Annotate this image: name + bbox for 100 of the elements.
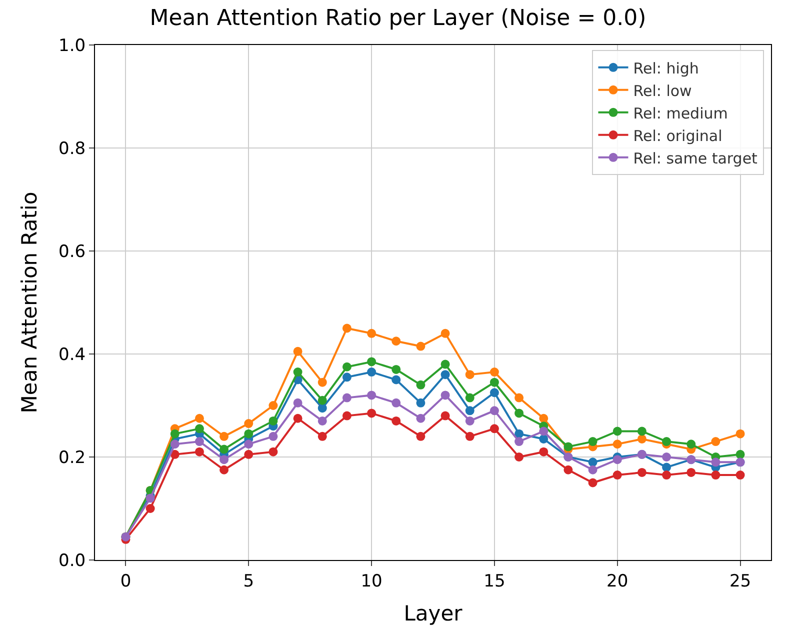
y-tick-label: 1.0 [58, 36, 86, 56]
point [416, 342, 426, 351]
point [588, 478, 598, 488]
point [194, 447, 204, 456]
point [367, 390, 376, 400]
y-axis-title: Mean Attention Ratio [18, 192, 42, 414]
point [612, 455, 622, 464]
point [367, 368, 376, 377]
point [318, 416, 327, 426]
point [465, 393, 474, 402]
point [293, 398, 302, 408]
y-tick-label: 0.0 [58, 550, 86, 571]
point [392, 375, 401, 384]
point [392, 336, 401, 346]
point [588, 458, 598, 467]
point [588, 465, 598, 474]
point [342, 393, 352, 402]
point [490, 406, 499, 416]
x-tick-label: 0 [120, 571, 132, 592]
legend-label: Rel: medium [633, 104, 728, 122]
point [416, 398, 426, 408]
legend-label: Rel: same target [633, 149, 758, 168]
y-tick-label: 0.4 [58, 344, 86, 365]
x-tick-label: 15 [484, 571, 506, 592]
x-tick-label: 10 [360, 571, 382, 592]
x-axis-title: Layer [404, 602, 463, 626]
point [367, 357, 376, 366]
point [342, 324, 352, 333]
point [293, 414, 302, 423]
point [686, 440, 696, 449]
point [637, 434, 646, 444]
point [612, 426, 622, 436]
point [711, 470, 720, 480]
point [342, 411, 352, 420]
point [268, 401, 278, 410]
point [194, 414, 204, 423]
point [392, 416, 401, 426]
y-tick-label: 0.8 [58, 138, 86, 159]
x-tick-label: 5 [243, 571, 254, 592]
point [440, 411, 450, 420]
point [490, 368, 499, 377]
point [514, 408, 524, 418]
point [440, 370, 450, 380]
point [564, 442, 573, 452]
point [588, 437, 598, 446]
point [416, 380, 426, 390]
point [194, 437, 204, 446]
point [465, 370, 474, 380]
point [465, 432, 474, 441]
point [539, 434, 548, 444]
point [220, 455, 229, 464]
y-tick-label: 0.2 [58, 448, 86, 468]
point [539, 414, 548, 423]
point [342, 362, 352, 372]
point [146, 504, 155, 513]
point [194, 424, 204, 434]
point [612, 470, 622, 480]
point [564, 465, 573, 474]
point [490, 424, 499, 434]
point [662, 452, 672, 462]
point [465, 416, 474, 426]
point [293, 368, 302, 377]
point [244, 440, 254, 449]
point [392, 364, 401, 374]
point [342, 372, 352, 382]
point [170, 429, 180, 438]
point [736, 470, 745, 480]
point [465, 406, 474, 416]
point [662, 437, 672, 446]
point [170, 440, 180, 449]
point [662, 470, 672, 480]
point [514, 437, 524, 446]
point [220, 432, 229, 441]
point [220, 444, 229, 454]
point [170, 450, 180, 459]
point [490, 378, 499, 387]
legend-label: Rel: low [633, 82, 692, 100]
x-tick-label: 20 [606, 571, 628, 592]
point [514, 393, 524, 402]
point [514, 452, 524, 462]
point [244, 419, 254, 428]
point [539, 426, 548, 436]
point [318, 432, 327, 441]
point [711, 458, 720, 467]
point [440, 390, 450, 400]
point [416, 432, 426, 441]
point [539, 447, 548, 456]
point [244, 450, 254, 459]
point [268, 432, 278, 441]
point [440, 328, 450, 338]
point [318, 404, 327, 413]
point [367, 328, 376, 338]
point [293, 346, 302, 356]
point [686, 468, 696, 477]
y-tick-label: 0.6 [58, 242, 86, 262]
point [637, 426, 646, 436]
point [736, 450, 745, 459]
point [416, 414, 426, 423]
point [220, 465, 229, 474]
point [440, 360, 450, 369]
